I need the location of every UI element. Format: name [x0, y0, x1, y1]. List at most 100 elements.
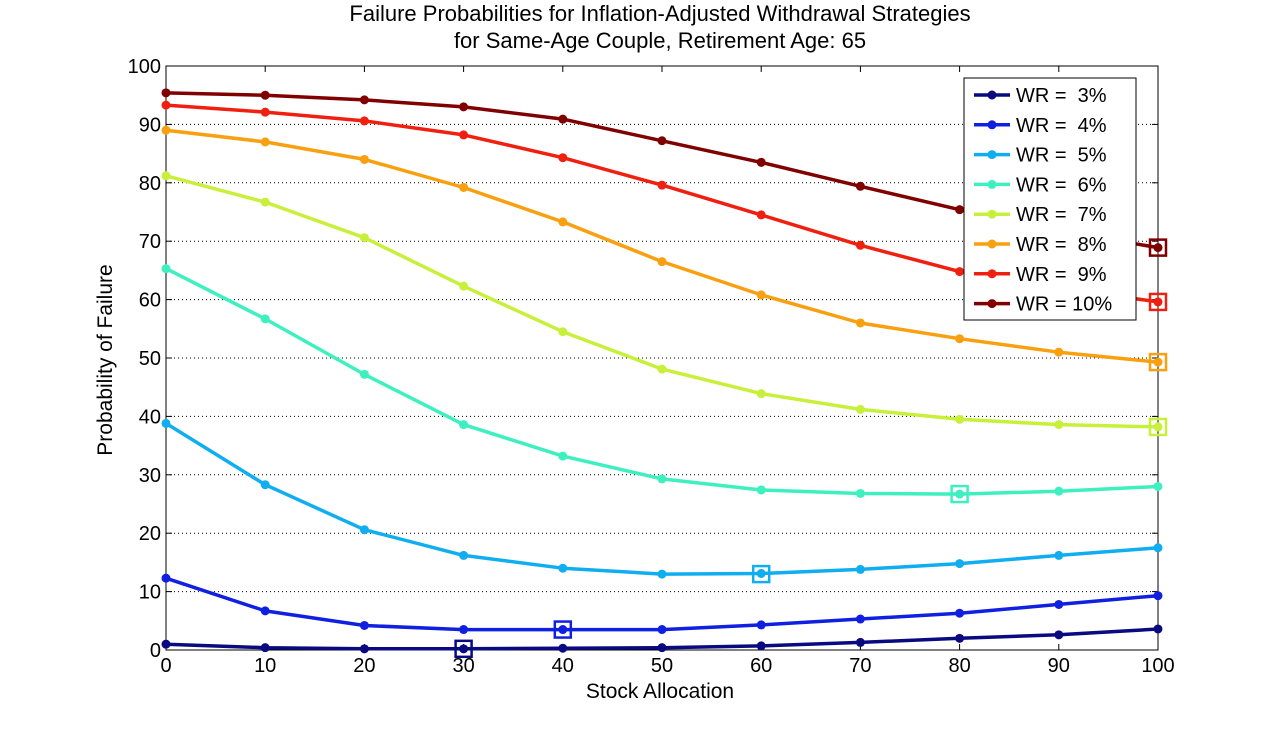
data-point	[855, 240, 865, 250]
data-point	[260, 480, 270, 490]
y-tick-label: 30	[139, 465, 161, 487]
data-point	[359, 95, 369, 105]
x-tick-label: 20	[353, 655, 375, 677]
legend-swatch-marker	[987, 90, 997, 100]
data-point	[955, 608, 965, 618]
minimum-marker	[751, 564, 771, 584]
data-point	[161, 573, 171, 583]
data-point	[657, 474, 667, 484]
chart-title: Failure Probabilities for Inflation-Adju…	[349, 1, 970, 26]
x-tick-label: 30	[452, 655, 474, 677]
data-point	[260, 606, 270, 616]
data-point	[955, 334, 965, 344]
data-point	[260, 197, 270, 207]
data-point	[1054, 486, 1064, 496]
data-point	[459, 102, 469, 112]
legend-entry: WR = 9%	[1016, 264, 1107, 286]
data-point	[459, 550, 469, 560]
data-point	[260, 137, 270, 147]
data-point	[260, 643, 270, 653]
data-point	[657, 625, 667, 635]
series-group	[161, 264, 1163, 504]
y-tick-label: 70	[139, 231, 161, 253]
data-point	[558, 153, 568, 163]
y-tick-label: 50	[139, 348, 161, 370]
data-point	[359, 233, 369, 243]
legend-swatch-marker	[987, 150, 997, 160]
data-point	[1153, 243, 1163, 253]
legend: WR = 3% WR = 4% WR = 5% WR = 6% WR = 7% WR = …	[963, 77, 1137, 321]
series-group	[161, 418, 1163, 584]
data-point	[1054, 630, 1064, 640]
minimum-marker	[1148, 417, 1168, 437]
data-point	[756, 485, 766, 495]
x-axis-label: Stock Allocation	[586, 680, 734, 703]
minimum-marker	[1148, 352, 1168, 372]
data-point	[359, 525, 369, 535]
legend-swatch-marker	[987, 209, 997, 219]
data-point	[161, 171, 171, 181]
data-point	[359, 369, 369, 379]
minimum-marker	[1148, 292, 1168, 312]
legend-swatch-marker	[987, 120, 997, 130]
data-point	[955, 414, 965, 424]
data-point	[855, 318, 865, 328]
y-tick-label: 80	[139, 173, 161, 195]
minimum-marker	[553, 620, 573, 639]
legend-entry: WR = 8%	[1016, 234, 1107, 256]
data-point	[756, 290, 766, 300]
data-point	[955, 267, 965, 277]
data-point	[558, 625, 568, 635]
legend-entry: WR = 6%	[1016, 174, 1107, 196]
data-point	[955, 489, 965, 499]
data-point	[161, 125, 171, 135]
data-point	[657, 364, 667, 374]
x-tick-label: 60	[750, 655, 772, 677]
data-point	[260, 90, 270, 100]
data-point	[359, 644, 369, 654]
data-point	[161, 639, 171, 649]
data-point	[558, 114, 568, 124]
data-point	[855, 404, 865, 414]
data-point	[459, 281, 469, 291]
data-point	[756, 568, 766, 578]
series-group	[161, 573, 1163, 639]
legend-entry: WR = 7%	[1016, 204, 1107, 226]
legend-swatch-marker	[987, 299, 997, 309]
data-point	[1153, 624, 1163, 634]
data-point	[1054, 599, 1064, 609]
data-point	[1054, 347, 1064, 357]
legend-box	[963, 77, 1137, 321]
data-point	[657, 257, 667, 267]
legend-swatch-marker	[987, 269, 997, 279]
data-point	[459, 420, 469, 430]
data-point	[657, 180, 667, 190]
data-point	[855, 614, 865, 624]
data-point	[161, 100, 171, 110]
data-point	[558, 327, 568, 337]
series-group	[161, 171, 1168, 437]
data-point	[558, 563, 568, 573]
legend-entry: WR = 5%	[1016, 145, 1107, 167]
data-point	[1054, 420, 1064, 430]
y-tick-label: 10	[139, 582, 161, 604]
minimum-marker	[950, 484, 969, 504]
data-point	[1153, 357, 1163, 367]
legend-swatch-marker	[987, 239, 997, 249]
axis-ticks: 0 10 20 30 40 50 60 70 80 90 100 0 10 20 30 40 50 60 70 80 9…	[128, 56, 1175, 677]
legend-swatch-marker	[987, 179, 997, 189]
data-point	[161, 264, 171, 274]
data-point	[657, 643, 667, 653]
data-point	[558, 217, 568, 227]
data-point	[855, 637, 865, 647]
x-tick-label: 50	[651, 655, 673, 677]
data-point	[459, 625, 469, 635]
data-point	[955, 559, 965, 569]
data-point	[855, 488, 865, 498]
data-point	[756, 389, 766, 399]
data-point	[459, 130, 469, 140]
x-tick-label: 100	[1141, 655, 1174, 677]
y-tick-label: 100	[128, 56, 161, 78]
data-point	[459, 644, 469, 654]
data-point	[756, 620, 766, 630]
